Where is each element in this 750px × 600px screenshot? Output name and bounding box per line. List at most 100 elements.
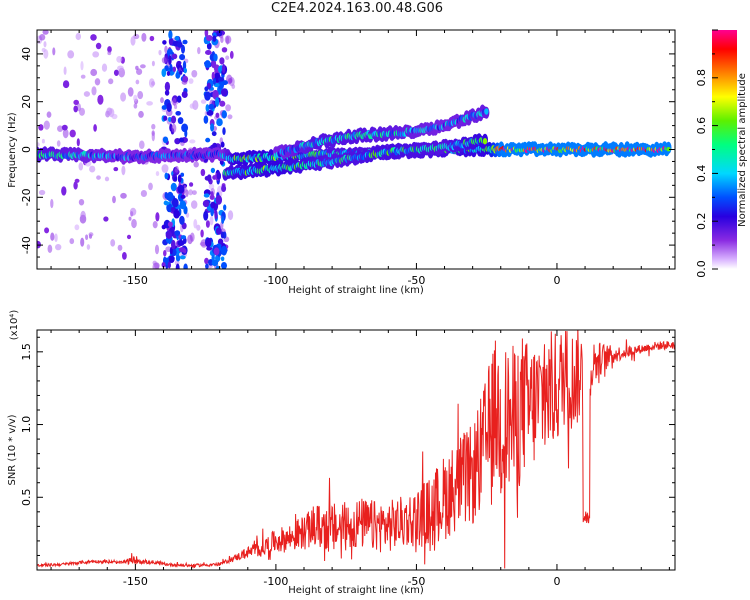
spectrogram-noise-cell [151, 123, 156, 130]
spectrogram-noise-cell [78, 162, 84, 171]
top-x-tick-label: -100 [263, 274, 288, 287]
spectrogram-noise-cell [205, 35, 213, 42]
spectrogram-noise-cell [167, 221, 173, 227]
spectrogram-noise-cell [219, 100, 226, 107]
spectrogram-noise-cell [231, 84, 236, 89]
spectrogram-noise-cell [203, 210, 209, 221]
spectrogram-noise-cell [168, 117, 172, 122]
spectrogram-noise-cell [165, 230, 172, 240]
spectrogram-noise-cell [160, 97, 164, 104]
spectrogram-noise-cell [163, 249, 167, 257]
spectrogram-noise-cell [140, 190, 148, 197]
spectrogram-noise-cell [210, 191, 214, 199]
spectrogram-noise-cell [168, 37, 174, 46]
spectrogram-noise-cell [181, 91, 188, 99]
bottom-x-tick-label: -150 [123, 575, 148, 588]
spectrogram-noise-cell [55, 243, 62, 251]
spectrogram-noise-cell [162, 40, 167, 45]
colorbar-tick-label: 0.8 [695, 69, 708, 87]
spectrogram-noise-cell [177, 184, 185, 194]
colorbar-tick-label: 0.4 [695, 165, 708, 183]
spectrogram-noise-cell [107, 46, 112, 53]
spectrogram-noise-cell [179, 70, 183, 75]
spectrogram-noise-cell [127, 87, 134, 97]
spectrogram-noise-cell [175, 72, 181, 79]
spectrogram-noise-cell [152, 221, 158, 229]
spectrogram-noise-cell [54, 233, 58, 243]
top-x-tick-label: -150 [123, 274, 148, 287]
spectrogram-noise-cell [170, 182, 177, 192]
spectrogram-noise-cell [220, 231, 225, 239]
spectrogram-noise-cell [177, 117, 184, 125]
spectrogram-noise-cell [215, 112, 220, 118]
spectrogram-noise-cell [101, 63, 108, 72]
spectrogram-noise-cell [227, 114, 233, 120]
spectrogram-noise-cell [209, 215, 214, 226]
spectrogram-noise-cell [210, 123, 215, 132]
colorbar-tick-label: 0.2 [695, 212, 708, 230]
spectrogram-noise-cell [210, 59, 217, 68]
spectrogram-noise-cell [90, 68, 98, 77]
spectrogram-band-cell [484, 108, 489, 115]
spectrogram-noise-cell [220, 256, 225, 262]
spectrogram-noise-cell [103, 216, 109, 222]
spectrogram-noise-cell [73, 99, 80, 106]
spectrogram-noise-cell [138, 110, 144, 118]
spectrogram-noise-cell [135, 79, 140, 85]
spectrogram-noise-cell [215, 265, 220, 269]
spectrogram-noise-cell [205, 237, 212, 248]
spectrogram-noise-cell [80, 61, 84, 71]
spectrogram-noise-cell [161, 57, 167, 64]
spectrogram-noise-cell [161, 105, 167, 110]
top-y-tick-label: -40 [20, 236, 33, 254]
spectrogram-noise-cell [80, 237, 85, 247]
spectrogram-noise-cell [96, 175, 101, 180]
spectrogram-noise-cell [183, 67, 188, 74]
spectrogram-noise-cell [212, 35, 217, 42]
bottom-y-axis-label: SNR (10 * v/v) [7, 414, 18, 485]
spectrogram-noise-cell [129, 207, 137, 216]
spectrogram-noise-cell [120, 92, 127, 102]
spectrogram-noise-cell [180, 172, 185, 177]
spectrogram-noise-cell [215, 195, 223, 205]
spectrogram-noise-cell [43, 41, 47, 48]
spectrogram-noise-cell [173, 177, 178, 182]
spectrogram-noise-cell [117, 244, 123, 251]
spectrogram-noise-cell [149, 35, 155, 42]
spectrogram-noise-cell [169, 247, 173, 255]
spectrogram-noise-cell [208, 103, 215, 110]
spectrogram-noise-cell [85, 234, 89, 241]
spectrogram-noise-cell [112, 195, 116, 204]
spectrogram-noise-cell [220, 88, 228, 97]
spectrogram-noise-cell [173, 209, 180, 219]
spectrogram-noise-cell [120, 192, 127, 199]
spectrogram-noise-cell [126, 234, 132, 240]
snr-plot: -150 -100 -50 0 0.5 1.0 1.5 [20, 329, 676, 588]
spectrogram-noise-cell [188, 182, 194, 187]
bottom-x-axis-label: Height of straight line (km) [288, 585, 424, 596]
top-x-tick-label: 0 [553, 274, 560, 287]
spectrogram-noise-cell [164, 89, 170, 96]
spectrogram-noise-cell [41, 47, 46, 53]
spectrogram-noise-cell [155, 171, 160, 177]
spectrogram-noise-cell [83, 91, 91, 97]
spectrogram-noise-cell [204, 91, 211, 101]
spectrogram-noise-cell [220, 36, 224, 43]
spectrogram-noise-cell [122, 252, 127, 260]
spectrogram-noise-cell [204, 49, 212, 56]
spectrogram-noise-cell [225, 104, 231, 112]
spectrogram-noise-cell [88, 232, 94, 237]
spectrogram-noise-cell [113, 69, 119, 76]
spectrogram-noise-cell [80, 74, 86, 79]
bottom-x-tick-label: -100 [263, 575, 288, 588]
top-y-tick-label: 0 [20, 146, 33, 153]
spectrogram-noise-cell [73, 105, 79, 113]
spectrogram-noise-cell [52, 47, 56, 56]
spectrogram-noise-cell [97, 94, 104, 105]
spectrogram-noise-cell [182, 248, 187, 254]
spectrogram-noise-cell [74, 224, 80, 231]
spectrogram-noise-cell [204, 60, 211, 69]
bottom-x-tick-label: 0 [553, 575, 560, 588]
spectrogram-noise-cell [90, 34, 97, 41]
spectrogram-noise-cell [172, 97, 177, 106]
